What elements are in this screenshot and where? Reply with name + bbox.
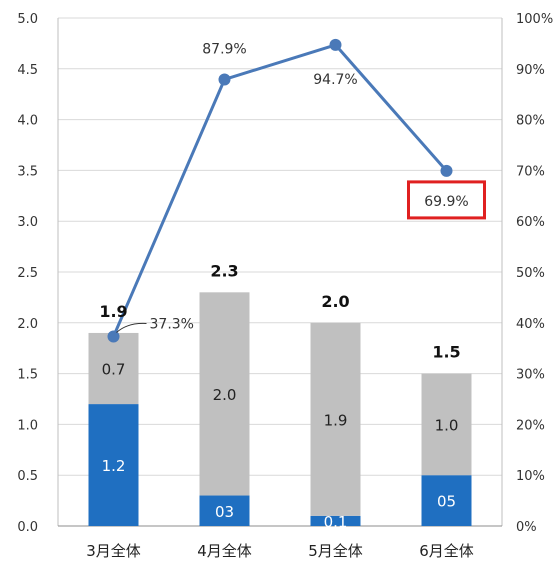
left-tick-label: 2.0	[17, 317, 38, 332]
right-tick-label: 90%	[516, 63, 545, 78]
right-tick-label: 0%	[516, 520, 537, 535]
bar-value-label: 1.2	[102, 457, 126, 475]
bar-total-label: 2.0	[321, 292, 349, 311]
left-tick-label: 0.5	[17, 469, 38, 484]
right-tick-label: 60%	[516, 215, 545, 230]
line-value-label: 69.9%	[424, 194, 468, 210]
right-tick-label: 10%	[516, 469, 545, 484]
bar-value-label: 1.9	[324, 411, 348, 429]
right-tick-label: 100%	[516, 12, 553, 27]
right-tick-label: 20%	[516, 418, 545, 433]
bar-segment-gray	[199, 292, 250, 496]
highlight-box	[407, 180, 486, 220]
right-tick-label: 80%	[516, 114, 545, 129]
label-leader-line	[116, 322, 147, 333]
bars	[88, 292, 472, 526]
category-label: 3月全体	[86, 542, 141, 560]
percentage-line	[107, 38, 453, 343]
bar-segment-blue	[421, 475, 472, 526]
category-label: 6月全体	[419, 542, 474, 560]
left-tick-label: 4.5	[17, 63, 38, 78]
category-label: 4月全体	[197, 542, 252, 560]
left-tick-label: 2.5	[17, 266, 38, 281]
left-tick-label: 0.0	[17, 520, 38, 535]
line-path	[112, 43, 448, 338]
line-value-label: 94.7%	[313, 72, 357, 88]
bar-total-label: 1.5	[432, 343, 460, 362]
left-tick-label: 1.0	[17, 418, 38, 433]
bar-segment-blue	[88, 404, 139, 526]
bar-value-label: 03	[215, 503, 234, 521]
left-tick-label: 3.0	[17, 215, 38, 230]
bar-total-label: 2.3	[210, 261, 238, 280]
left-tick-label: 5.0	[17, 12, 38, 27]
bar-segment-blue	[310, 515, 361, 526]
bar-value-label: 0.1	[324, 513, 348, 531]
bar-value-label: 05	[437, 493, 456, 511]
category-label: 5月全体	[308, 542, 363, 560]
line-point	[440, 164, 453, 177]
bar-total-label: 1.9	[99, 302, 127, 321]
bar-segment-gray	[310, 322, 361, 516]
bar-value-label: 1.0	[435, 416, 459, 434]
line-point	[329, 38, 342, 51]
right-tick-label: 40%	[516, 317, 545, 332]
left-tick-label: 3.5	[17, 164, 38, 179]
bar-segment-blue	[199, 495, 250, 526]
right-tick-label: 30%	[516, 368, 545, 383]
chart-labels: 1.2 0.7 1.9 03 2.0 2.3 0.1 1.9 2.0 05 1.0 1.5 37.3% 8…	[99, 41, 486, 531]
line-point	[107, 330, 120, 343]
line-value-label: 87.9%	[202, 41, 246, 57]
bar-segment-gray	[421, 373, 472, 476]
line-value-label: 37.3%	[150, 317, 194, 333]
bar-segment-gray	[88, 332, 139, 405]
right-tick-label: 50%	[516, 266, 545, 281]
left-tick-label: 4.0	[17, 114, 38, 129]
right-tick-label: 70%	[516, 164, 545, 179]
bar-value-label: 2.0	[213, 386, 237, 404]
left-tick-label: 1.5	[17, 368, 38, 383]
bar-value-label: 0.7	[102, 361, 126, 379]
line-point	[218, 73, 231, 86]
